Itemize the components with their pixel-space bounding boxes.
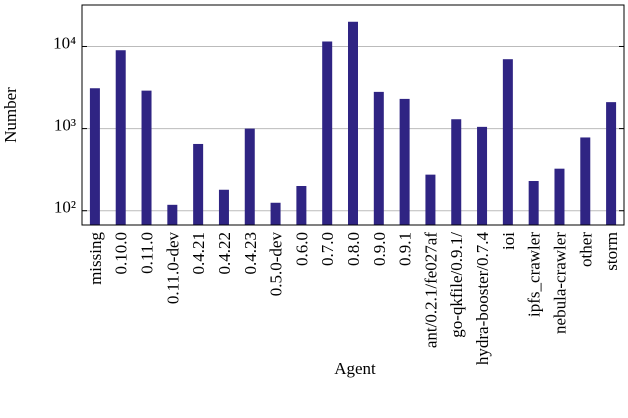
bar xyxy=(218,189,229,225)
x-axis-label: Agent xyxy=(334,359,376,378)
bar xyxy=(373,91,384,225)
x-tick-label: 0.4.21 xyxy=(189,232,208,275)
bar xyxy=(296,185,307,225)
x-tick-label: other xyxy=(576,232,595,267)
bar xyxy=(554,168,565,225)
bar xyxy=(193,143,204,225)
bar xyxy=(244,128,255,225)
x-tick-label: ioi xyxy=(499,232,518,250)
bar xyxy=(167,204,178,225)
bar xyxy=(425,174,436,225)
bar xyxy=(528,181,539,225)
x-tick-label: 0.8.0 xyxy=(344,232,363,266)
x-tick-label: 0.9.0 xyxy=(370,232,389,266)
x-tick-label: go-qkfile/0.9.1/ xyxy=(447,232,466,338)
bar xyxy=(141,90,152,225)
bar xyxy=(115,50,126,226)
bar xyxy=(502,59,513,225)
bar xyxy=(477,126,488,225)
bar xyxy=(89,88,100,225)
bar xyxy=(451,119,462,225)
x-tick-label: ant/0.2.1/fe027af xyxy=(421,232,440,348)
x-tick-label: 0.11.0 xyxy=(138,232,157,274)
x-tick-label: 0.4.22 xyxy=(215,232,234,274)
bar xyxy=(580,137,591,225)
bar xyxy=(322,41,333,226)
bar xyxy=(270,202,281,225)
bar xyxy=(348,21,358,225)
x-tick-label: ipfs_crawler xyxy=(525,232,544,317)
bar xyxy=(399,98,410,225)
x-tick-label: 0.4.23 xyxy=(241,232,260,275)
x-tick-label: missing xyxy=(86,232,105,285)
y-tick-label: 10⁴ xyxy=(53,33,76,52)
x-tick-label: nebula-crawler xyxy=(550,232,569,334)
x-tick-label: 0.11.0-dev xyxy=(163,232,182,305)
x-tick-label: hydra-booster/0.7.4 xyxy=(473,232,492,366)
y-axis-label: Number xyxy=(1,87,20,143)
y-tick-label: 10² xyxy=(54,198,76,217)
x-tick-label: 0.10.0 xyxy=(112,232,131,275)
x-tick-label: 0.6.0 xyxy=(292,232,311,266)
y-tick-label: 10³ xyxy=(54,116,76,135)
x-tick-label: 0.5.0-dev xyxy=(267,232,286,297)
x-tick-label: 0.9.1 xyxy=(396,232,415,266)
plot-frame xyxy=(81,4,625,226)
x-tick-label: 0.7.0 xyxy=(318,232,337,266)
bar xyxy=(606,102,617,225)
x-tick-label: storm xyxy=(602,232,621,271)
